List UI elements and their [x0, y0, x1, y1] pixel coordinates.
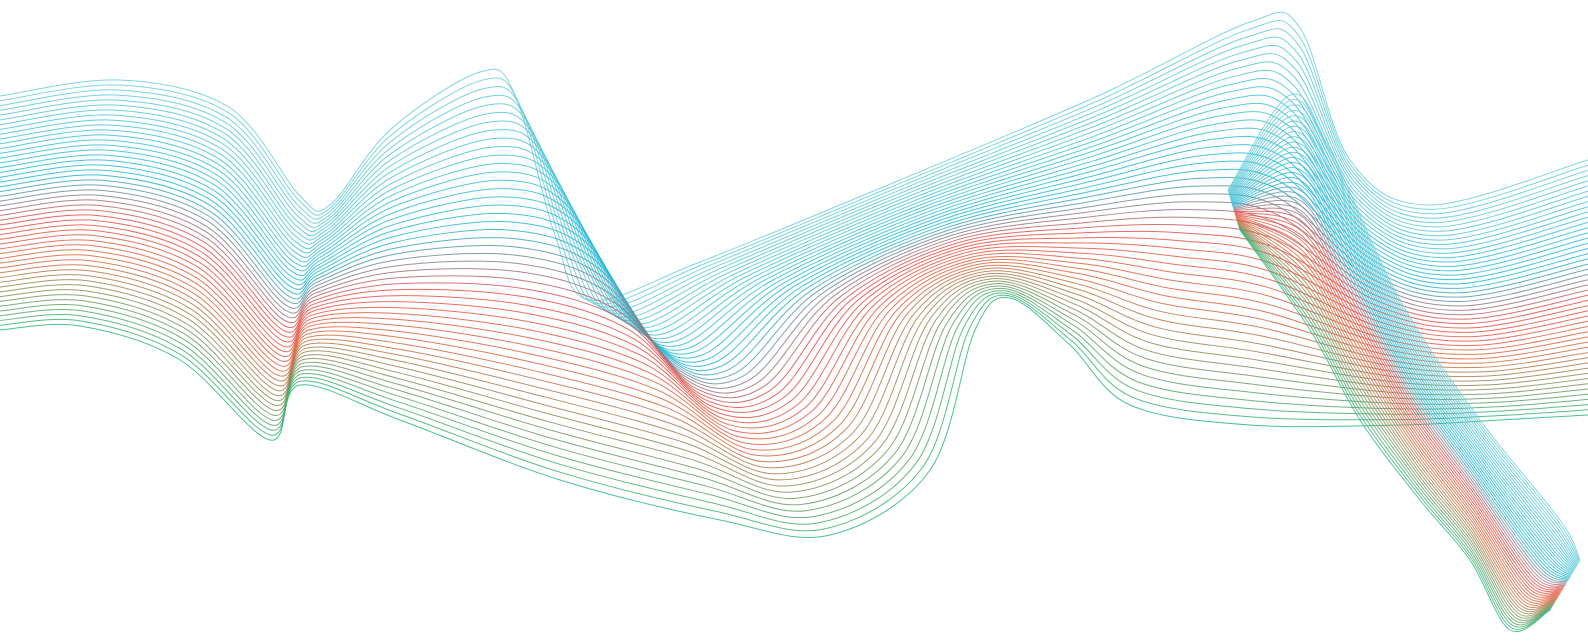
wave-line	[0, 239, 1588, 434]
wave-line	[1236, 218, 1559, 606]
wave-line	[1231, 172, 1571, 578]
wave-line	[0, 249, 1588, 445]
wave-line	[1233, 203, 1566, 586]
wave-line	[0, 294, 1588, 532]
wave-line	[0, 292, 1588, 525]
wave-line	[0, 234, 1588, 429]
wave-line	[0, 285, 1588, 506]
wave-line	[1227, 98, 1580, 562]
wave-line	[1235, 217, 1560, 602]
wave-line	[1232, 195, 1568, 583]
wave-line	[1230, 146, 1574, 572]
wave-line	[1229, 131, 1576, 569]
wave-line	[1234, 212, 1564, 592]
wave-line	[0, 224, 1588, 419]
wave-line	[0, 152, 1588, 363]
wave-line	[1237, 223, 1556, 617]
wave-line	[0, 168, 1588, 372]
wave-line	[0, 119, 1588, 347]
wave-line	[1237, 221, 1557, 613]
wave-line	[1228, 104, 1580, 563]
wave-line	[1231, 162, 1572, 575]
wave-line	[0, 254, 1588, 451]
wave-line	[0, 296, 1588, 538]
wave-line	[1228, 120, 1578, 567]
wave-line	[1229, 141, 1575, 571]
wave-line	[1233, 200, 1567, 584]
wave-line	[0, 111, 1588, 344]
wave-line	[1238, 225, 1554, 621]
wave-line	[1238, 225, 1554, 623]
wave-line	[1236, 220, 1558, 611]
wave-line	[1233, 207, 1566, 587]
right-twisted-ribbon	[1227, 93, 1581, 633]
wave-line	[1235, 214, 1562, 596]
wave-line	[0, 280, 1588, 493]
wave-line	[1235, 216, 1561, 600]
wave-line	[0, 204, 1588, 399]
wave-line	[0, 127, 1588, 351]
wave-line	[1237, 224, 1555, 619]
wave-line	[0, 264, 1588, 463]
wave-line	[1230, 151, 1574, 573]
wave-line	[1232, 186, 1569, 581]
wave-line	[1229, 136, 1576, 570]
wave-line	[0, 194, 1588, 389]
wave-line	[1237, 222, 1556, 615]
wave-line	[0, 184, 1588, 380]
wave-line	[0, 290, 1588, 519]
wave-line	[1239, 229, 1551, 633]
wave-line	[1230, 157, 1573, 574]
wave-line	[0, 189, 1588, 385]
wave-line	[1236, 217, 1560, 604]
wave-line	[0, 20, 1588, 305]
wave-line	[1232, 181, 1570, 580]
wave-line	[0, 199, 1588, 394]
wave-line	[1228, 115, 1578, 565]
wave-line	[0, 144, 1588, 359]
wave-line	[1234, 211, 1564, 591]
wave-line	[0, 11, 1588, 302]
wave-line	[1228, 109, 1579, 564]
wave-line	[0, 259, 1588, 457]
wave-line	[0, 275, 1588, 481]
wave-line	[1231, 176, 1570, 579]
wave-line	[1227, 93, 1581, 561]
wave-line	[1234, 213, 1563, 594]
wave-line	[0, 272, 1588, 475]
wave-line	[1232, 191, 1568, 582]
wave-line	[0, 219, 1588, 413]
wave-line	[0, 269, 1588, 469]
wave-line	[0, 283, 1588, 500]
wave-line	[0, 244, 1588, 440]
wave-line	[1235, 215, 1562, 598]
wave-line	[1236, 219, 1558, 608]
main-wave-ribbon	[0, 11, 1588, 538]
wave-line	[1233, 210, 1565, 589]
wave-line	[0, 287, 1588, 512]
wave-line	[1229, 125, 1577, 568]
wave-line	[0, 94, 1588, 336]
wave-line	[1238, 226, 1553, 626]
wave-line	[0, 278, 1588, 487]
wave-line	[0, 160, 1588, 367]
wave-line	[1239, 228, 1552, 630]
wave-line	[1231, 167, 1572, 577]
wave-line	[1239, 227, 1552, 628]
wave-line	[0, 209, 1588, 404]
